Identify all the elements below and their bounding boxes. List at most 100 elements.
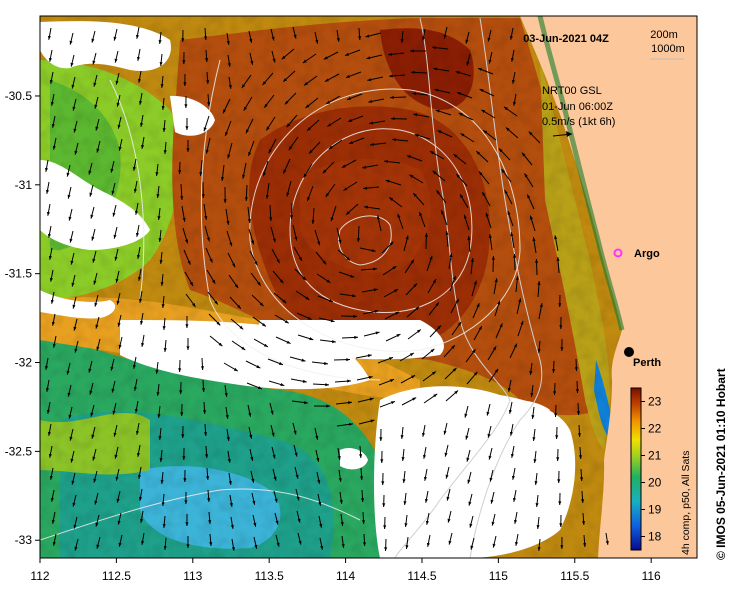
current-vector-head xyxy=(345,52,349,56)
current-vector-head xyxy=(257,281,261,286)
current-vector-head xyxy=(400,435,404,439)
current-vector-head xyxy=(201,194,205,198)
current-vector-head xyxy=(455,71,460,75)
current-vector-head xyxy=(382,503,386,507)
current-vector-head xyxy=(395,311,400,315)
current-vector-head xyxy=(419,211,423,216)
current-vector-head xyxy=(227,154,231,159)
current-vector-head xyxy=(488,234,492,239)
current-vector-head xyxy=(136,56,141,61)
current-vector-head xyxy=(456,174,460,178)
current-vector-head xyxy=(413,113,418,117)
perth-label: Perth xyxy=(633,357,661,369)
current-vector-head xyxy=(51,123,55,128)
current-vector-head xyxy=(117,124,121,129)
current-vector-head xyxy=(383,525,387,529)
current-vector-head xyxy=(492,543,496,548)
current-vector-head xyxy=(205,58,209,62)
current-vector-head xyxy=(257,386,262,389)
current-vector-head xyxy=(555,435,559,439)
current-vector-head xyxy=(362,165,367,169)
current-vector-head xyxy=(322,169,327,174)
current-vector-head xyxy=(204,215,208,220)
current-vector-head xyxy=(163,348,167,352)
current-vector-head xyxy=(488,455,492,460)
current-vector-head xyxy=(283,169,287,174)
current-vector-head xyxy=(245,129,249,134)
current-vector-head xyxy=(529,215,533,220)
land-western-australia xyxy=(520,16,697,558)
current-vector-head xyxy=(155,370,159,374)
current-vector-head xyxy=(582,521,586,525)
current-vector-head xyxy=(478,68,483,72)
current-vector-head xyxy=(491,521,495,526)
current-vector-head xyxy=(278,361,283,365)
current-vector-head xyxy=(96,544,100,549)
current-vector-head xyxy=(69,436,73,441)
current-vector-head xyxy=(436,190,440,195)
current-vector-head xyxy=(449,253,453,258)
current-vector-head xyxy=(248,152,252,157)
current-vector-head xyxy=(315,39,319,44)
current-vector-head xyxy=(361,520,366,524)
current-vector-head xyxy=(485,212,489,217)
current-vector-head xyxy=(319,523,323,528)
current-vector-head xyxy=(433,393,438,398)
current-vector-head xyxy=(411,375,416,379)
current-vector-head xyxy=(389,379,394,383)
current-vector-head xyxy=(67,392,71,397)
current-vector-head xyxy=(448,540,452,545)
current-vector-head xyxy=(91,236,95,241)
current-vector-head xyxy=(180,196,184,200)
current-vector-head xyxy=(301,358,306,362)
current-vector-head xyxy=(349,140,354,144)
current-vector-head xyxy=(160,282,164,286)
current-vector-head xyxy=(225,131,229,136)
current-vector-head xyxy=(70,260,74,265)
current-vector-head xyxy=(535,503,539,507)
current-vector-head xyxy=(494,368,499,373)
current-vector-head xyxy=(280,383,285,387)
current-vector-head xyxy=(426,542,430,547)
current-vector-head xyxy=(576,411,580,415)
current-vector-head xyxy=(272,454,276,459)
current-vector-head xyxy=(242,174,246,179)
current-vector-head xyxy=(93,82,97,87)
current-vector-head xyxy=(133,188,137,193)
current-vector-head xyxy=(443,430,447,435)
current-vector-head xyxy=(132,364,136,369)
current-vector-head xyxy=(362,542,367,546)
current-vector-head xyxy=(162,326,166,330)
current-vector-head xyxy=(269,217,273,221)
current-vector-head xyxy=(359,476,364,480)
current-vector-head xyxy=(501,169,506,173)
current-vector-head xyxy=(346,358,350,362)
date-label: 03-Jun-2021 04Z xyxy=(523,33,609,45)
current-vector-head xyxy=(88,368,92,373)
current-vector-head xyxy=(204,36,208,40)
current-vector-head xyxy=(132,166,136,171)
current-vector-head xyxy=(69,238,73,243)
isobath-label-1000m: 1000m xyxy=(651,43,685,55)
current-vector-head xyxy=(578,455,583,459)
current-vector-head xyxy=(605,540,609,545)
current-vector-head xyxy=(326,100,331,104)
current-vector-head xyxy=(133,386,137,391)
current-vector-head xyxy=(249,38,253,43)
current-vector-head xyxy=(305,296,310,300)
current-vector-head xyxy=(89,192,93,197)
current-vector-head xyxy=(48,453,52,458)
current-vector-head xyxy=(208,520,212,524)
current-vector-head xyxy=(184,104,188,108)
current-vector-head xyxy=(233,367,238,372)
current-vector-head xyxy=(380,459,384,463)
current-vector-head xyxy=(286,123,291,128)
current-vector-head xyxy=(89,390,93,395)
current-vector-head xyxy=(200,366,205,370)
current-vector-head xyxy=(466,457,470,462)
current-vector-head xyxy=(338,477,342,482)
current-vector-head xyxy=(228,480,232,485)
isobath-label-200m: 200m xyxy=(650,29,678,41)
current-vector-head xyxy=(487,433,491,438)
current-vector-head xyxy=(307,196,311,201)
